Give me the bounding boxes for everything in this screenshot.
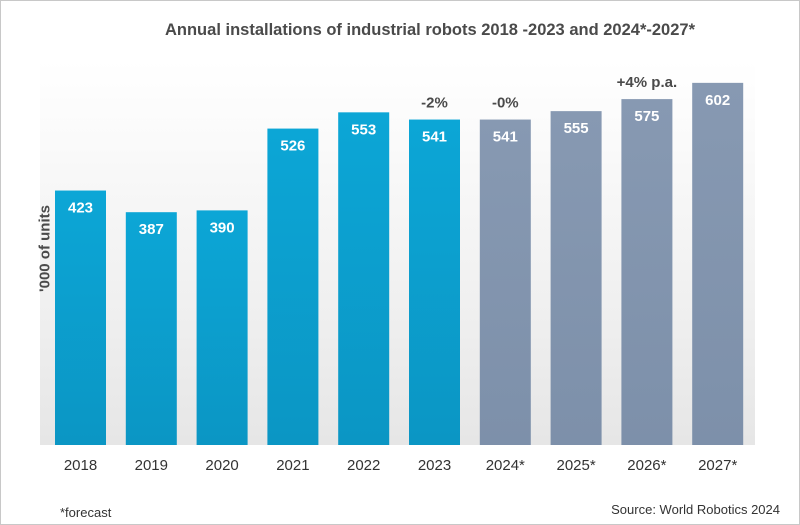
x-tick-label: 2018 [64,457,97,474]
bar-2019 [125,212,177,445]
x-tick-label: 2021 [276,457,309,474]
source-note: Source: World Robotics 2024 [611,502,780,517]
forecast-footnote: *forecast [60,505,112,520]
bar-value-label: 553 [351,121,376,138]
x-tick-label: 2027* [698,457,737,474]
bar-value-label: 575 [634,108,659,125]
x-tick-label: 2022 [347,457,380,474]
bar-2021 [267,128,319,445]
bar-2018 [55,190,106,445]
bar-2023 [409,119,460,445]
bar-value-label: 541 [493,129,518,146]
x-tick-label: 2024* [486,457,525,474]
bar-2024-forecast [479,119,531,445]
bar-2026-forecast [621,99,673,445]
growth-annotation: -0% [492,95,519,112]
x-tick-label: 2023 [418,457,451,474]
bar-value-label: 541 [422,129,447,146]
bar-value-label: 390 [210,219,235,236]
y-axis-label: '000 of units [36,205,54,292]
bar-value-label: 387 [139,221,164,238]
growth-annotation: +4% p.a. [617,74,677,91]
bar-2020 [196,210,248,445]
bar-2025-forecast [550,111,602,445]
chart-title: Annual installations of industrial robot… [164,21,695,39]
x-tick-label: 2025* [556,457,595,474]
x-tick-label: 2026* [627,457,666,474]
bar-value-label: 526 [280,138,305,155]
bar-value-label: 602 [705,92,730,109]
bar-value-label: 423 [68,200,93,217]
bar-2022 [338,112,390,445]
x-tick-label: 2020 [205,457,238,474]
growth-annotation: -2% [421,95,448,112]
x-tick-label: 2019 [135,457,168,474]
bar-2027-forecast [692,82,744,445]
bar-value-label: 555 [564,120,589,137]
